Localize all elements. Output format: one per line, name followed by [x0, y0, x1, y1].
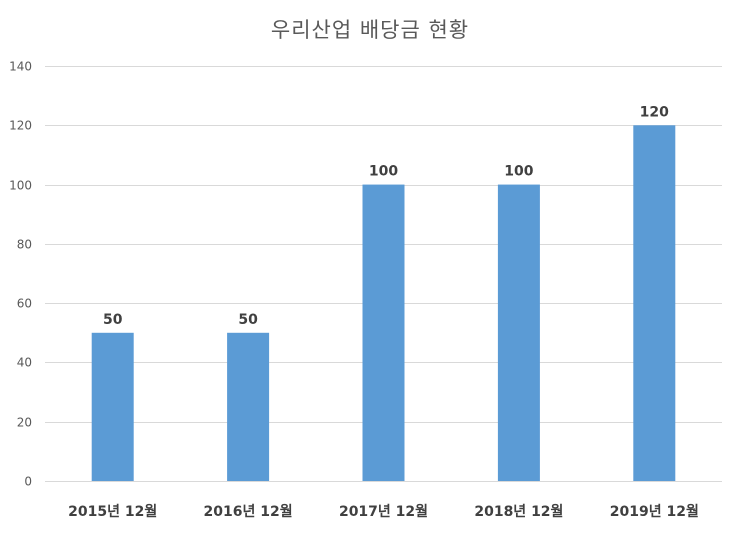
data-label: 100	[369, 164, 398, 180]
bar	[497, 184, 540, 482]
x-axis-ticks: 2015년 12월 2016년 12월 2017년 12월 2018년 12월 2019…	[68, 503, 699, 520]
x-tick-label: 2016년 12월	[204, 503, 293, 520]
y-axis-ticks: 0 20 40 60 80 100 120 140	[9, 60, 32, 489]
y-tick-label: 0	[24, 475, 32, 489]
y-tick-label: 80	[17, 238, 32, 252]
data-labels: 50 50 100 100 120	[103, 104, 669, 328]
bars	[91, 125, 676, 482]
x-tick-label: 2015년 12월	[68, 503, 157, 520]
bar	[91, 332, 134, 481]
x-tick-label: 2019년 12월	[610, 503, 699, 520]
data-label: 50	[238, 312, 258, 328]
x-tick-label: 2018년 12월	[474, 503, 563, 520]
y-tick-label: 120	[9, 119, 32, 133]
data-label: 50	[103, 312, 123, 328]
y-tick-label: 40	[17, 356, 32, 370]
data-label: 100	[504, 164, 533, 180]
y-tick-label: 100	[9, 179, 32, 193]
y-tick-label: 20	[17, 416, 32, 430]
bar	[227, 332, 270, 481]
bar	[633, 125, 676, 482]
x-tick-label: 2017년 12월	[339, 503, 428, 520]
y-tick-label: 60	[17, 297, 32, 311]
data-label: 120	[640, 104, 669, 120]
y-tick-label: 140	[9, 60, 32, 74]
chart-title: 우리산업 배당금 현황	[270, 18, 470, 42]
bar	[362, 184, 405, 482]
